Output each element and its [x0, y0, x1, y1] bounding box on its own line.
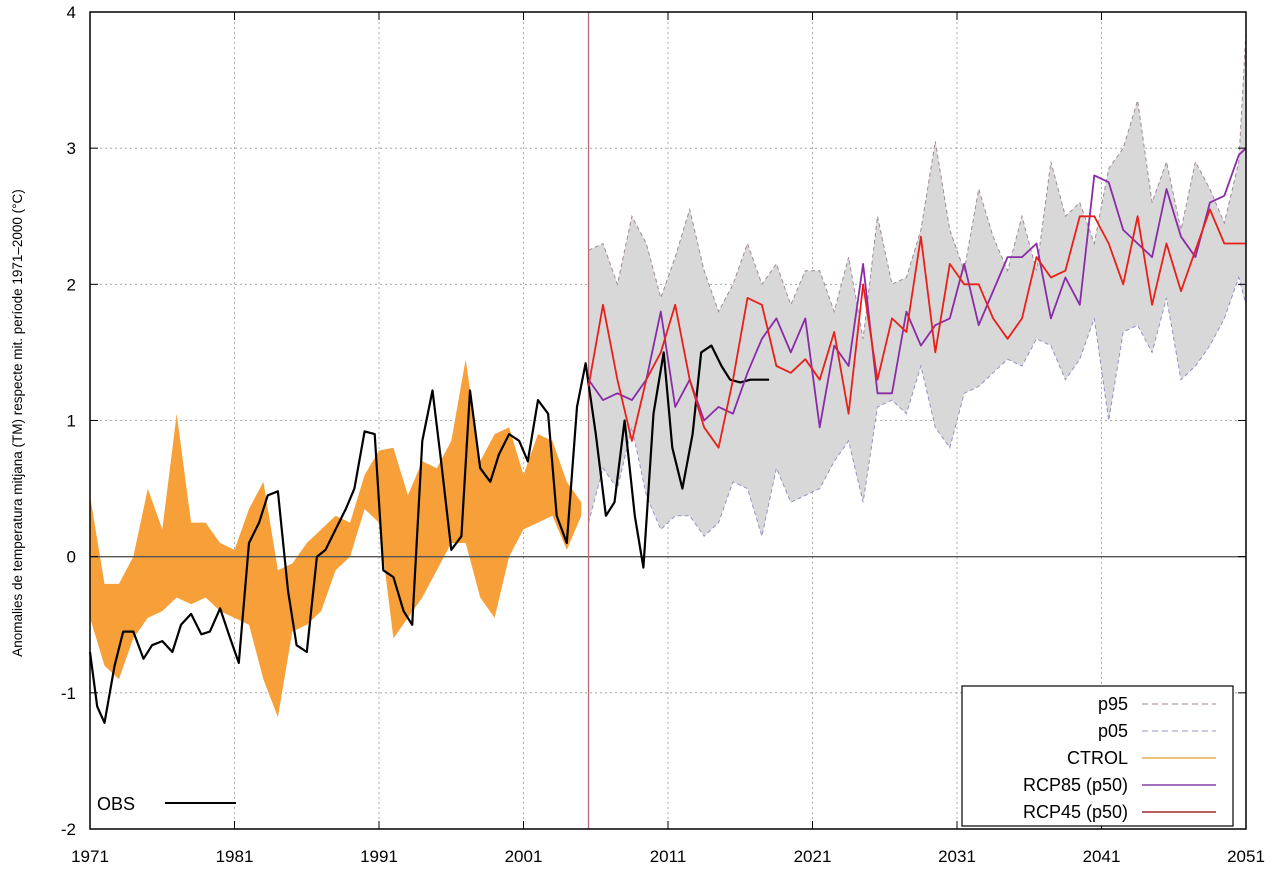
- legend-label: CTROL: [1067, 748, 1128, 768]
- x-tick-label: 1971: [71, 847, 109, 866]
- band-ctrol: [90, 359, 582, 718]
- x-tick-label: 1981: [216, 847, 254, 866]
- y-tick-label: 3: [67, 139, 76, 158]
- legend-label: RCP85 (p50): [1023, 775, 1128, 795]
- legend-label: RCP45 (p50): [1023, 802, 1128, 822]
- x-tick-label: 1991: [360, 847, 398, 866]
- y-tick-label: 2: [67, 275, 76, 294]
- y-tick-label: -1: [61, 684, 76, 703]
- uncertainty-bands: [90, 32, 1247, 718]
- x-tick-label: 2031: [938, 847, 976, 866]
- legend-label: p95: [1098, 694, 1128, 714]
- y-tick-label: -2: [61, 820, 76, 839]
- x-tick-label: 2051: [1227, 847, 1265, 866]
- x-tick-label: 2011: [650, 847, 687, 866]
- x-tick-label: 2001: [505, 847, 543, 866]
- legend-label: p05: [1098, 721, 1128, 741]
- obs-legend-label: OBS: [97, 794, 135, 814]
- obs-legend: OBS: [97, 794, 236, 814]
- line-obs: [88, 344, 770, 724]
- gridlines: [90, 12, 1246, 829]
- band-p95-p05: [588, 32, 1246, 537]
- x-tick-label: 2041: [1083, 847, 1121, 866]
- p95-line: [588, 32, 1247, 339]
- axis-ticks: 1971 1981 1991 2001 2011 2021 2031 2041 2051-2-1…: [61, 3, 1265, 866]
- x-tick-label: 2021: [794, 847, 832, 866]
- p05-line: [588, 275, 1247, 537]
- y-tick-label: 4: [67, 3, 76, 22]
- y-axis-title: Anomalies de temperatura mitjana (TM) re…: [10, 189, 25, 657]
- series-lines: [88, 147, 1247, 724]
- legend: p95 p05 CTROL RCP85 (p50) RCP45 (p50): [961, 685, 1234, 827]
- y-tick-label: 0: [67, 548, 76, 567]
- line-rcp45-p50-: [587, 208, 1246, 449]
- legend-box: [961, 685, 1234, 827]
- y-tick-label: 1: [67, 412, 76, 431]
